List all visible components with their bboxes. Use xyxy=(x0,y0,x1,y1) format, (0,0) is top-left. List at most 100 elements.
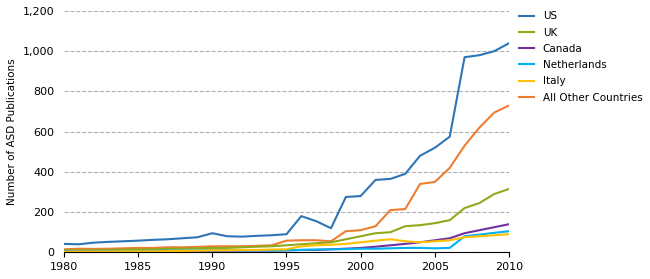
UK xyxy=(387,230,395,234)
Netherlands xyxy=(476,233,484,236)
Canada xyxy=(298,248,305,252)
Italy xyxy=(505,233,513,236)
Canada xyxy=(476,229,484,232)
Italy xyxy=(194,249,202,252)
Netherlands xyxy=(283,249,291,252)
All Other Countries xyxy=(179,246,187,249)
Canada xyxy=(342,247,350,250)
All Other Countries xyxy=(75,247,83,250)
Canada xyxy=(416,240,424,244)
US xyxy=(490,49,498,53)
Netherlands xyxy=(298,248,305,252)
Line: Canada: Canada xyxy=(64,224,509,252)
Netherlands xyxy=(209,249,216,252)
Italy xyxy=(372,239,380,242)
Netherlands xyxy=(490,231,498,234)
All Other Countries xyxy=(505,104,513,107)
Italy xyxy=(149,250,157,253)
Canada xyxy=(194,249,202,252)
Netherlands xyxy=(60,250,68,253)
Netherlands xyxy=(253,249,261,252)
Canada xyxy=(120,250,127,253)
US xyxy=(134,239,142,242)
UK xyxy=(298,243,305,246)
Netherlands xyxy=(149,249,157,252)
US xyxy=(342,195,350,199)
Canada xyxy=(327,248,335,251)
Netherlands xyxy=(223,249,231,252)
UK xyxy=(476,201,484,205)
All Other Countries xyxy=(327,240,335,243)
Italy xyxy=(179,249,187,252)
All Other Countries xyxy=(342,230,350,233)
Line: US: US xyxy=(64,43,509,244)
All Other Countries xyxy=(387,208,395,212)
All Other Countries xyxy=(357,229,365,232)
Netherlands xyxy=(327,248,335,251)
Netherlands xyxy=(401,246,409,250)
All Other Countries xyxy=(372,225,380,228)
Canada xyxy=(60,250,68,253)
Italy xyxy=(238,248,246,252)
Italy xyxy=(342,242,350,246)
UK xyxy=(209,246,216,250)
Netherlands xyxy=(446,246,454,250)
US xyxy=(238,235,246,238)
Netherlands xyxy=(194,249,202,252)
UK xyxy=(268,245,276,248)
Italy xyxy=(253,248,261,252)
Canada xyxy=(164,249,172,253)
All Other Countries xyxy=(490,111,498,114)
All Other Countries xyxy=(476,126,484,129)
Canada xyxy=(357,246,365,250)
UK xyxy=(105,248,112,252)
Italy xyxy=(312,244,320,247)
All Other Countries xyxy=(416,182,424,186)
Canada xyxy=(505,222,513,226)
US xyxy=(179,237,187,240)
US xyxy=(312,220,320,223)
Italy xyxy=(223,249,231,252)
Italy xyxy=(75,250,83,253)
UK xyxy=(372,232,380,235)
Italy xyxy=(120,250,127,253)
Italy xyxy=(60,250,68,253)
All Other Countries xyxy=(268,244,276,247)
US xyxy=(357,194,365,198)
Line: Netherlands: Netherlands xyxy=(64,231,509,251)
Canada xyxy=(446,237,454,240)
All Other Countries xyxy=(431,180,439,184)
US xyxy=(90,241,97,244)
US xyxy=(268,234,276,237)
Canada xyxy=(431,239,439,242)
US xyxy=(253,234,261,237)
Canada xyxy=(209,249,216,252)
Netherlands xyxy=(387,247,395,250)
US xyxy=(75,243,83,246)
UK xyxy=(60,249,68,252)
Netherlands xyxy=(75,250,83,253)
Netherlands xyxy=(461,235,469,238)
All Other Countries xyxy=(149,246,157,250)
Netherlands xyxy=(416,246,424,250)
All Other Countries xyxy=(134,246,142,250)
Netherlands xyxy=(120,249,127,253)
All Other Countries xyxy=(120,247,127,250)
All Other Countries xyxy=(223,245,231,248)
Italy xyxy=(105,250,112,253)
Netherlands xyxy=(105,249,112,253)
US xyxy=(194,235,202,239)
All Other Countries xyxy=(312,239,320,242)
All Other Countries xyxy=(105,247,112,250)
Y-axis label: Number of ASD Publications: Number of ASD Publications xyxy=(7,58,17,205)
Legend: US, UK, Canada, Netherlands, Italy, All Other Countries: US, UK, Canada, Netherlands, Italy, All … xyxy=(519,11,642,103)
UK xyxy=(357,235,365,238)
Netherlands xyxy=(238,249,246,252)
UK xyxy=(283,244,291,247)
US xyxy=(105,240,112,244)
All Other Countries xyxy=(298,239,305,242)
Italy xyxy=(461,235,469,239)
Italy xyxy=(476,235,484,238)
UK xyxy=(461,206,469,210)
Line: All Other Countries: All Other Countries xyxy=(64,105,509,249)
